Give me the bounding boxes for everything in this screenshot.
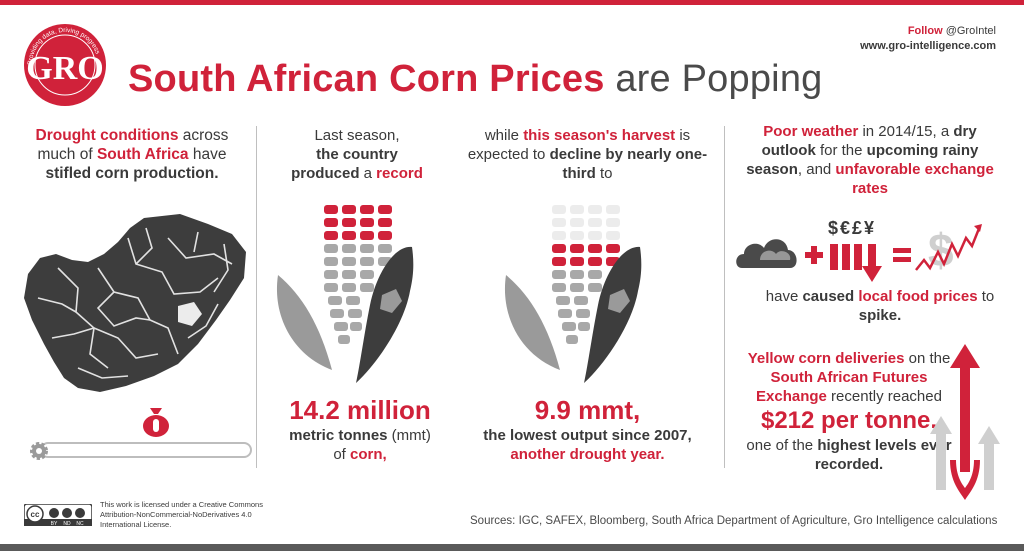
logo-letters: GRO	[26, 50, 103, 87]
col4-text-7: unfavorable exchange rates	[835, 161, 994, 197]
col4-text-4: for the	[815, 142, 867, 159]
col4-mid-5: to	[977, 288, 995, 305]
record-output-value: 14.2 million	[289, 395, 431, 425]
website-link[interactable]: www.gro-intelligence.com	[860, 40, 996, 52]
gear-icon	[30, 442, 48, 460]
drought-progress-bar	[40, 442, 252, 458]
col4-middle: have caused local food prices to spike.	[760, 287, 1000, 325]
col1-text-5: stifled corn production.	[45, 165, 219, 182]
col2-sub-2: (mmt)	[387, 427, 431, 444]
col1-text-4: have	[188, 146, 227, 163]
column-divider	[724, 126, 725, 468]
license-text: This work is licensed under a Creative C…	[100, 500, 263, 529]
col4-mid-6: spike.	[858, 307, 902, 324]
col4-low-2: on the	[904, 350, 951, 367]
col4-low-6: highest levels ever recorded.	[814, 437, 952, 473]
col4-text-1: Poor weather	[763, 123, 859, 140]
col3-subtext: the lowest output since 2007, another dr…	[455, 426, 720, 464]
money-bag-icon	[143, 408, 169, 437]
col2-sub-4: corn,	[350, 446, 387, 463]
currency-symbols: $€£¥	[828, 218, 877, 238]
col2-subtext: metric tonnes (mmt) of corn,	[262, 426, 458, 464]
column-divider	[256, 126, 257, 468]
col2-text-1: Last season,	[314, 127, 400, 144]
col3-text-1: while	[484, 127, 524, 144]
dollar-spike-icon: $	[915, 224, 982, 276]
corn-cob-icon	[276, 205, 414, 383]
col2-text-2: the country	[316, 146, 398, 163]
cloud-icon	[736, 239, 797, 268]
col1-text-3: South Africa	[96, 146, 189, 163]
col1-text-1: Drought conditions	[35, 127, 179, 144]
plus-icon	[805, 246, 823, 264]
col4-text-5: upcoming rainy season	[746, 142, 979, 178]
equals-icon	[893, 248, 911, 262]
col1-intro: Drought conditions across much of South …	[16, 126, 248, 183]
current-output-value: 9.9 mmt,	[534, 395, 641, 425]
follow-block: Follow @GroIntel www.gro-intelligence.co…	[860, 24, 996, 54]
col2-sub-3: of	[333, 446, 350, 463]
col3-sub-2: another drought year.	[510, 446, 665, 463]
col3-text-5: to	[595, 165, 613, 182]
gro-logo-icon: Providing data, Driving progress GRO	[24, 24, 106, 106]
svg-text:cc: cc	[31, 510, 40, 519]
bottom-bar	[0, 544, 1024, 551]
col4-low-5: one of the	[746, 437, 818, 454]
twitter-handle-link[interactable]: @GroIntel	[945, 25, 996, 37]
col3-text-3: is expected to	[467, 127, 691, 163]
col4-intro: Poor weather in 2014/15, a dry outlook f…	[745, 122, 995, 198]
cc-badge-nd: ND	[63, 521, 71, 526]
sources-text: Sources: IGC, SAFEX, Bloomberg, South Af…	[470, 515, 998, 527]
col3-text-2: this season's harvest	[523, 127, 676, 144]
col2-sub-1: metric tonnes	[289, 427, 388, 444]
col4-mid-2: caused	[802, 288, 855, 305]
col2-text-5: record	[376, 165, 423, 182]
top-accent-bar	[0, 0, 1024, 5]
col2-text-4: a	[359, 165, 377, 182]
cc-by-nd-nc-icon[interactable]: cc BY ND NC	[24, 504, 92, 526]
follow-label: Follow	[907, 25, 943, 37]
col4-low-3: South African Futures Exchange	[756, 369, 928, 405]
cc-badge-nc: NC	[76, 521, 84, 526]
col2-intro: Last season, the country produced a reco…	[272, 126, 442, 183]
col4-low-1: Yellow corn deliveries	[747, 350, 905, 367]
col1-text-2: across much of	[37, 127, 229, 163]
col4-mid-4: local food prices	[858, 288, 978, 305]
title-highlight: South African Corn Prices	[128, 58, 605, 100]
col3-sub-1: the lowest output since 2007,	[483, 427, 692, 444]
col4-mid-1: have	[765, 288, 803, 305]
bar-down-icon	[830, 244, 882, 282]
corn-cob-icon	[504, 205, 642, 383]
col2-text-3: produced	[291, 165, 360, 182]
cc-badge-by: BY	[51, 521, 58, 526]
title-rest: are Popping	[615, 58, 823, 100]
up-arrows-icon	[930, 344, 1000, 500]
col4-lower: Yellow corn deliveries on the South Afri…	[735, 349, 963, 474]
col4-low-4: recently reached	[826, 388, 942, 405]
col4-text-6: , and	[797, 161, 836, 178]
page-title: South African Corn Prices are Popping	[128, 58, 822, 101]
col4-text-3: dry outlook	[761, 123, 977, 159]
corn-price-value: $212 per tonne,	[760, 407, 938, 434]
col3-text-4: decline by nearly one-third	[549, 146, 708, 182]
col4-text-2: in 2014/15, a	[858, 123, 954, 140]
south-africa-map-icon	[24, 214, 246, 392]
col3-intro: while this season's harvest is expected …	[455, 126, 720, 183]
